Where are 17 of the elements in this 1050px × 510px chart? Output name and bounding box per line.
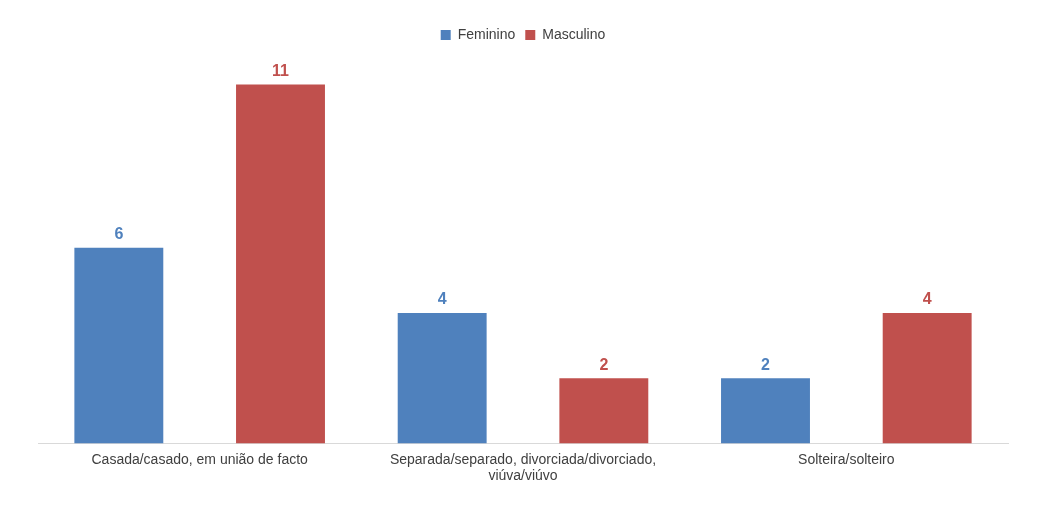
data-label: 2 — [761, 355, 771, 373]
bar — [397, 312, 487, 444]
x-tick-label: Separada/separado, divorciada/divorciado, viúva/viúvo — [389, 450, 657, 484]
data-label: 11 — [272, 62, 290, 80]
x-tick-label: Casada/casado, em união de facto — [91, 450, 309, 467]
bar — [236, 84, 325, 444]
data-label: 6 — [114, 225, 124, 243]
bar — [882, 312, 972, 444]
data-label: 2 — [599, 355, 609, 373]
data-label: 4 — [437, 290, 447, 308]
bar — [559, 378, 649, 444]
bar — [74, 247, 164, 444]
legend-label: Masculino — [542, 25, 606, 42]
data-label: 4 — [922, 290, 932, 308]
legend-label: Feminino — [457, 25, 516, 42]
x-tick-label: Solteira/solteiro — [798, 450, 895, 467]
bar — [721, 378, 810, 444]
